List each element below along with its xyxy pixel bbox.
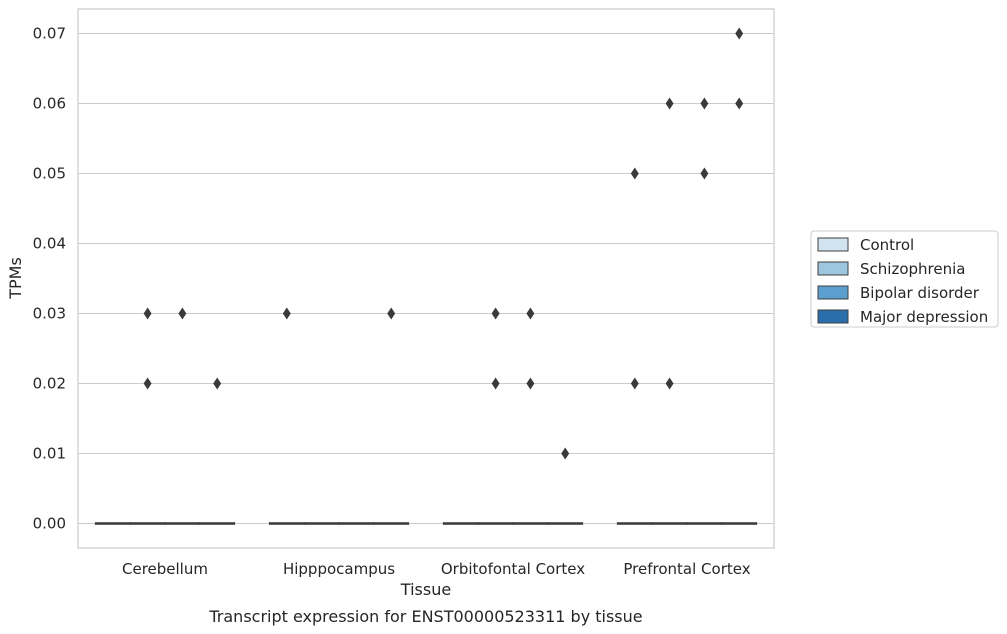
y-axis-ticks: 0.00 0.01 0.02 0.03 0.04 0.05 0.06 0.07 [33,25,66,533]
plot-area-frame [77,8,775,549]
outlier-point [491,307,500,320]
outlier-point [735,97,744,110]
x-axis-title: Tissue [400,580,451,599]
outlier-point [213,377,222,390]
outlier-point [665,377,674,390]
outlier-point [491,377,500,390]
x-tick-label: Prefrontal Cortex [623,560,750,578]
outlier-point [561,447,570,460]
outlier-point [526,307,535,320]
y-tick-label: 0.01 [33,445,66,463]
outlier-point [387,307,396,320]
legend-swatch [817,237,849,252]
box-series [94,522,758,525]
legend-entry: Major depression [860,308,988,326]
outlier-point [630,377,639,390]
chart-caption: Transcript expression for ENST0000052331… [208,607,642,626]
outlier-point [143,307,152,320]
outlier-point [700,167,709,180]
y-tick-label: 0.06 [33,95,66,113]
outlier-point [630,167,639,180]
outlier-points [143,27,744,460]
y-tick-label: 0.07 [33,25,66,43]
y-tick-label: 0.03 [33,305,66,323]
y-tick-label: 0.05 [33,165,66,183]
legend-entry: Bipolar disorder [860,284,980,302]
y-tick-label: 0.00 [33,515,66,533]
x-axis-ticks: Cerebellum Hipppocampus Orbitofontal Corte… [122,560,751,578]
x-tick-label: Cerebellum [122,560,208,578]
x-tick-label: Hipppocampus [283,560,395,578]
legend-entry: Schizophrenia [860,260,965,278]
outlier-point [735,27,744,40]
y-tick-label: 0.02 [33,375,66,393]
legend-entry: Control [860,236,914,254]
legend: Control Schizophrenia Bipolar disorder Majo… [810,230,999,328]
outlier-point [526,377,535,390]
legend-swatch [817,309,849,324]
gridlines [78,32,774,525]
outlier-point [665,97,674,110]
legend-frame [810,230,999,328]
outlier-point [282,307,291,320]
legend-swatch [817,261,849,276]
x-tick-label: Orbitofontal Cortex [441,560,585,578]
outlier-point [700,97,709,110]
outlier-point [178,307,187,320]
legend-swatch [817,285,849,300]
outlier-point [143,377,152,390]
y-axis-title: TPMs [6,257,25,300]
y-tick-label: 0.04 [33,235,66,253]
